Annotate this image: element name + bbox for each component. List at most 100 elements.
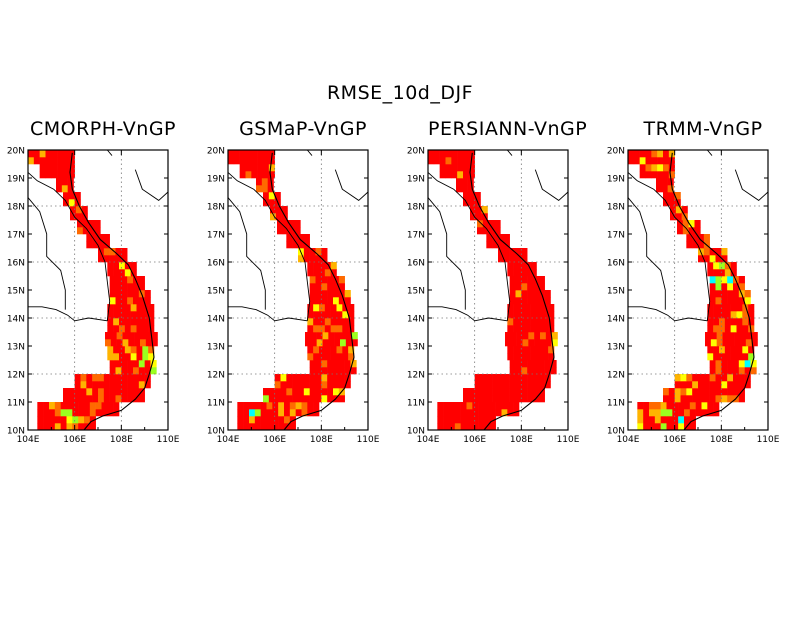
lat-tick-label: 15N — [7, 287, 25, 297]
grid-cell — [251, 150, 258, 158]
lat-tick-label: 17N — [607, 231, 625, 241]
grid-cell — [533, 367, 540, 375]
grid-cell — [544, 290, 551, 298]
grid-cell — [303, 374, 310, 382]
grid-cell — [651, 157, 658, 165]
grid-cell — [228, 157, 235, 165]
grid-cell — [668, 192, 675, 200]
grid-cell — [275, 213, 282, 221]
grid-cell — [719, 304, 726, 312]
grid-cell — [145, 332, 152, 340]
grid-cell — [715, 360, 722, 368]
grid-cell — [707, 346, 714, 354]
grid-cell — [466, 423, 473, 431]
grid-cell — [270, 206, 277, 214]
grid-cell — [98, 374, 105, 382]
grid-cell — [503, 395, 510, 403]
grid-cell — [692, 395, 699, 403]
grid-cell — [63, 157, 70, 165]
grid-cell — [130, 262, 137, 270]
grid-cell — [478, 402, 485, 410]
grid-cell — [237, 409, 244, 417]
grid-cell — [78, 402, 85, 410]
grid-cell — [736, 304, 743, 312]
grid-cell — [328, 339, 335, 347]
grid-cell — [63, 150, 70, 158]
lat-tick-label: 20N — [607, 147, 625, 157]
lat-tick-label: 18N — [407, 203, 425, 213]
grid-cell — [509, 388, 516, 396]
grid-cell — [748, 318, 755, 326]
grid-cell — [533, 290, 540, 298]
grid-cell — [336, 346, 343, 354]
grid-cell — [84, 402, 91, 410]
grid-cell — [95, 402, 102, 410]
lat-tick-label: 17N — [407, 231, 425, 241]
grid-cell — [243, 416, 250, 424]
grid-cell — [144, 367, 151, 375]
grid-cell — [251, 171, 258, 179]
grid-cell — [533, 381, 540, 389]
grid-cell — [313, 325, 320, 333]
grid-cell — [254, 402, 261, 410]
grid-cell — [733, 374, 740, 382]
panel-gsmap: GSMaP-VnGP 10N 11N 12N 13N 14N 15N 16N 17N 18N 19… — [207, 118, 428, 448]
grid-cell — [651, 164, 658, 172]
grid-cell — [245, 164, 252, 172]
grid-cell — [345, 339, 352, 347]
grid-cell — [313, 353, 320, 361]
lon-tick-label: 108E — [110, 435, 133, 445]
grid-cell — [263, 395, 270, 403]
grid-cell — [657, 150, 664, 158]
grid-cell — [698, 388, 705, 396]
grid-cell — [338, 297, 345, 305]
lat-tick-label: 15N — [407, 287, 425, 297]
grid-cell — [109, 395, 116, 403]
grid-cell — [345, 332, 352, 340]
grid-cell — [492, 388, 499, 396]
grid-cell — [703, 395, 710, 403]
grid-cell — [456, 185, 463, 193]
grid-cell — [686, 395, 693, 403]
grid-cell — [703, 381, 710, 389]
grid-cell — [542, 311, 549, 319]
grid-cell — [536, 353, 543, 361]
grid-cell — [333, 290, 340, 298]
grid-cell — [738, 395, 745, 403]
grid-cell — [707, 402, 714, 410]
grid-cell — [649, 423, 656, 431]
lat-tick-label: 19N — [207, 175, 225, 185]
grid-cell — [489, 423, 496, 431]
grid-cell — [89, 409, 96, 417]
grid-cell — [243, 409, 250, 417]
grid-cell — [710, 339, 717, 347]
grid-cell — [136, 325, 143, 333]
grid-cell — [340, 339, 347, 347]
grid-cell — [303, 388, 310, 396]
grid-cell — [63, 171, 70, 179]
grid-cell — [98, 381, 105, 389]
grid-cell — [713, 346, 720, 354]
grid-cell — [509, 395, 516, 403]
grid-cell — [686, 388, 693, 396]
grid-cell — [538, 374, 545, 382]
grid-cell — [733, 381, 740, 389]
grid-cell — [524, 325, 531, 333]
grid-cell — [330, 353, 337, 361]
grid-cell — [740, 339, 747, 347]
lat-tick-label: 16N — [607, 259, 625, 269]
grid-cell — [298, 374, 305, 382]
grid-cell — [534, 339, 541, 347]
grid-cell — [348, 325, 355, 333]
grid-cell — [663, 171, 670, 179]
grid-cell — [51, 164, 58, 172]
grid-cell — [536, 318, 543, 326]
grid-cell — [127, 388, 134, 396]
grid-cell — [680, 388, 687, 396]
grid-cell — [521, 283, 528, 291]
grid-cell — [348, 311, 355, 319]
grid-cell — [674, 388, 681, 396]
grid-cell — [727, 283, 734, 291]
grid-cell — [521, 395, 528, 403]
grid-cell — [307, 353, 314, 361]
